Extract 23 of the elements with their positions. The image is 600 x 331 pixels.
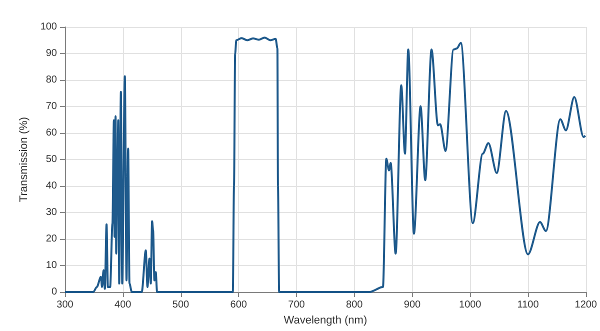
x-tick-label: 300 bbox=[56, 300, 74, 310]
x-tick-label: 1100 bbox=[517, 300, 540, 310]
y-tick-label: 90 bbox=[46, 48, 58, 59]
y-axis-title: Transmission (%) bbox=[18, 116, 30, 202]
y-tick-label: 100 bbox=[40, 22, 58, 32]
x-tick-label: 700 bbox=[288, 300, 306, 310]
x-tick-label: 1000 bbox=[459, 300, 482, 310]
x-tick-label: 500 bbox=[172, 300, 190, 310]
y-tick-label: 80 bbox=[46, 74, 58, 86]
y-tick-label: 0 bbox=[51, 286, 58, 298]
y-tick-label: 60 bbox=[46, 128, 58, 138]
y-tick-label: 30 bbox=[46, 207, 58, 218]
x-tick-label: 1200 bbox=[574, 300, 598, 310]
x-tick-label: 900 bbox=[404, 300, 422, 310]
x-axis-title: Wavelength (nm) bbox=[284, 314, 368, 326]
y-tick-label: 70 bbox=[46, 101, 58, 112]
y-tick-label: 40 bbox=[46, 180, 58, 192]
y-tick-label: 10 bbox=[46, 260, 58, 271]
y-tick-label: 20 bbox=[46, 234, 58, 244]
x-tick-label: 400 bbox=[114, 300, 132, 310]
x-tick-label: 600 bbox=[230, 300, 248, 310]
x-tick-label: 800 bbox=[346, 300, 364, 310]
y-tick-label: 50 bbox=[46, 154, 58, 165]
